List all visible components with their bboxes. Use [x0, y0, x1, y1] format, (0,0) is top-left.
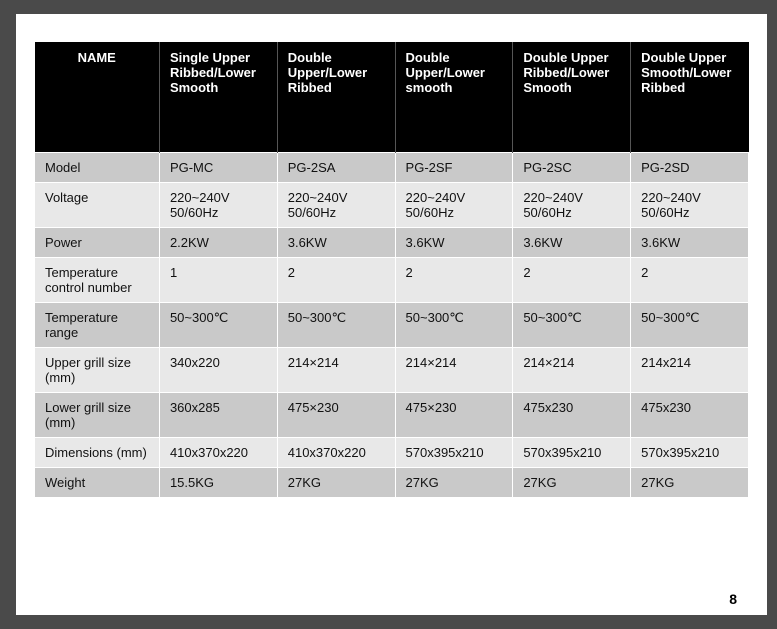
table-cell: 2	[395, 257, 513, 302]
column-header: Double Upper/Lower Ribbed	[277, 42, 395, 152]
table-cell: 220~240V 50/60Hz	[277, 182, 395, 227]
table-cell: 220~240V 50/60Hz	[395, 182, 513, 227]
table-row: Temperature range50~300℃50~300℃50~300℃50…	[35, 302, 749, 347]
table-row: Lower grill size (mm)360x285475×230475×2…	[35, 392, 749, 437]
table-cell: 2	[631, 257, 749, 302]
table-cell: 570x395x210	[631, 437, 749, 467]
table-cell: PG-2SD	[631, 152, 749, 182]
table-cell: 50~300℃	[395, 302, 513, 347]
table-cell: PG-2SA	[277, 152, 395, 182]
row-label: Weight	[35, 467, 160, 497]
table-cell: 3.6KW	[395, 227, 513, 257]
row-label: Temperature control number	[35, 257, 160, 302]
table-cell: 340x220	[159, 347, 277, 392]
table-body: ModelPG-MCPG-2SAPG-2SFPG-2SCPG-2SDVoltag…	[35, 152, 749, 497]
table-row: Temperature control number12222	[35, 257, 749, 302]
table-cell: 475×230	[395, 392, 513, 437]
table-cell: 2.2KW	[159, 227, 277, 257]
row-label: Power	[35, 227, 160, 257]
table-cell: 475x230	[631, 392, 749, 437]
row-label: Model	[35, 152, 160, 182]
table-cell: 475x230	[513, 392, 631, 437]
table-cell: 3.6KW	[513, 227, 631, 257]
table-row: Voltage220~240V 50/60Hz220~240V 50/60Hz2…	[35, 182, 749, 227]
table-row: Power2.2KW3.6KW3.6KW3.6KW3.6KW	[35, 227, 749, 257]
table-cell: 50~300℃	[277, 302, 395, 347]
table-cell: 570x395x210	[395, 437, 513, 467]
table-cell: 3.6KW	[631, 227, 749, 257]
row-label: Temperature range	[35, 302, 160, 347]
table-cell: 27KG	[513, 467, 631, 497]
column-header: Double Upper/Lower smooth	[395, 42, 513, 152]
table-cell: 2	[277, 257, 395, 302]
table-cell: 214×214	[277, 347, 395, 392]
table-cell: 27KG	[631, 467, 749, 497]
column-header: Single Upper Ribbed/Lower Smooth	[159, 42, 277, 152]
table-cell: PG-2SF	[395, 152, 513, 182]
table-cell: 2	[513, 257, 631, 302]
table-cell: 410x370x220	[159, 437, 277, 467]
column-header: NAME	[35, 42, 160, 152]
table-row: Upper grill size (mm)340x220214×214214×2…	[35, 347, 749, 392]
table-cell: 3.6KW	[277, 227, 395, 257]
row-label: Voltage	[35, 182, 160, 227]
table-cell: 220~240V 50/60Hz	[513, 182, 631, 227]
table-cell: 27KG	[277, 467, 395, 497]
column-header: Double Upper Smooth/Lower Ribbed	[631, 42, 749, 152]
table-cell: 50~300℃	[159, 302, 277, 347]
row-label: Upper grill size (mm)	[35, 347, 160, 392]
table-cell: 50~300℃	[631, 302, 749, 347]
table-cell: 214×214	[395, 347, 513, 392]
table-row: Weight15.5KG27KG27KG27KG27KG	[35, 467, 749, 497]
table-cell: 360x285	[159, 392, 277, 437]
table-cell: 220~240V 50/60Hz	[631, 182, 749, 227]
spec-table: NAME Single Upper Ribbed/Lower Smooth Do…	[34, 42, 749, 498]
table-cell: PG-MC	[159, 152, 277, 182]
row-label: Lower grill size (mm)	[35, 392, 160, 437]
table-cell: 475×230	[277, 392, 395, 437]
page-container: NAME Single Upper Ribbed/Lower Smooth Do…	[16, 14, 767, 615]
column-header: Double Upper Ribbed/Lower Smooth	[513, 42, 631, 152]
table-row: ModelPG-MCPG-2SAPG-2SFPG-2SCPG-2SD	[35, 152, 749, 182]
table-cell: 50~300℃	[513, 302, 631, 347]
table-cell: 214x214	[631, 347, 749, 392]
table-header: NAME Single Upper Ribbed/Lower Smooth Do…	[35, 42, 749, 152]
table-cell: 220~240V 50/60Hz	[159, 182, 277, 227]
table-cell: 570x395x210	[513, 437, 631, 467]
row-label: Dimensions (mm)	[35, 437, 160, 467]
page-number: 8	[729, 591, 737, 607]
table-cell: 214×214	[513, 347, 631, 392]
table-row: Dimensions (mm)410x370x220410x370x220570…	[35, 437, 749, 467]
table-cell: 410x370x220	[277, 437, 395, 467]
table-cell: 1	[159, 257, 277, 302]
table-cell: 15.5KG	[159, 467, 277, 497]
table-cell: 27KG	[395, 467, 513, 497]
table-cell: PG-2SC	[513, 152, 631, 182]
